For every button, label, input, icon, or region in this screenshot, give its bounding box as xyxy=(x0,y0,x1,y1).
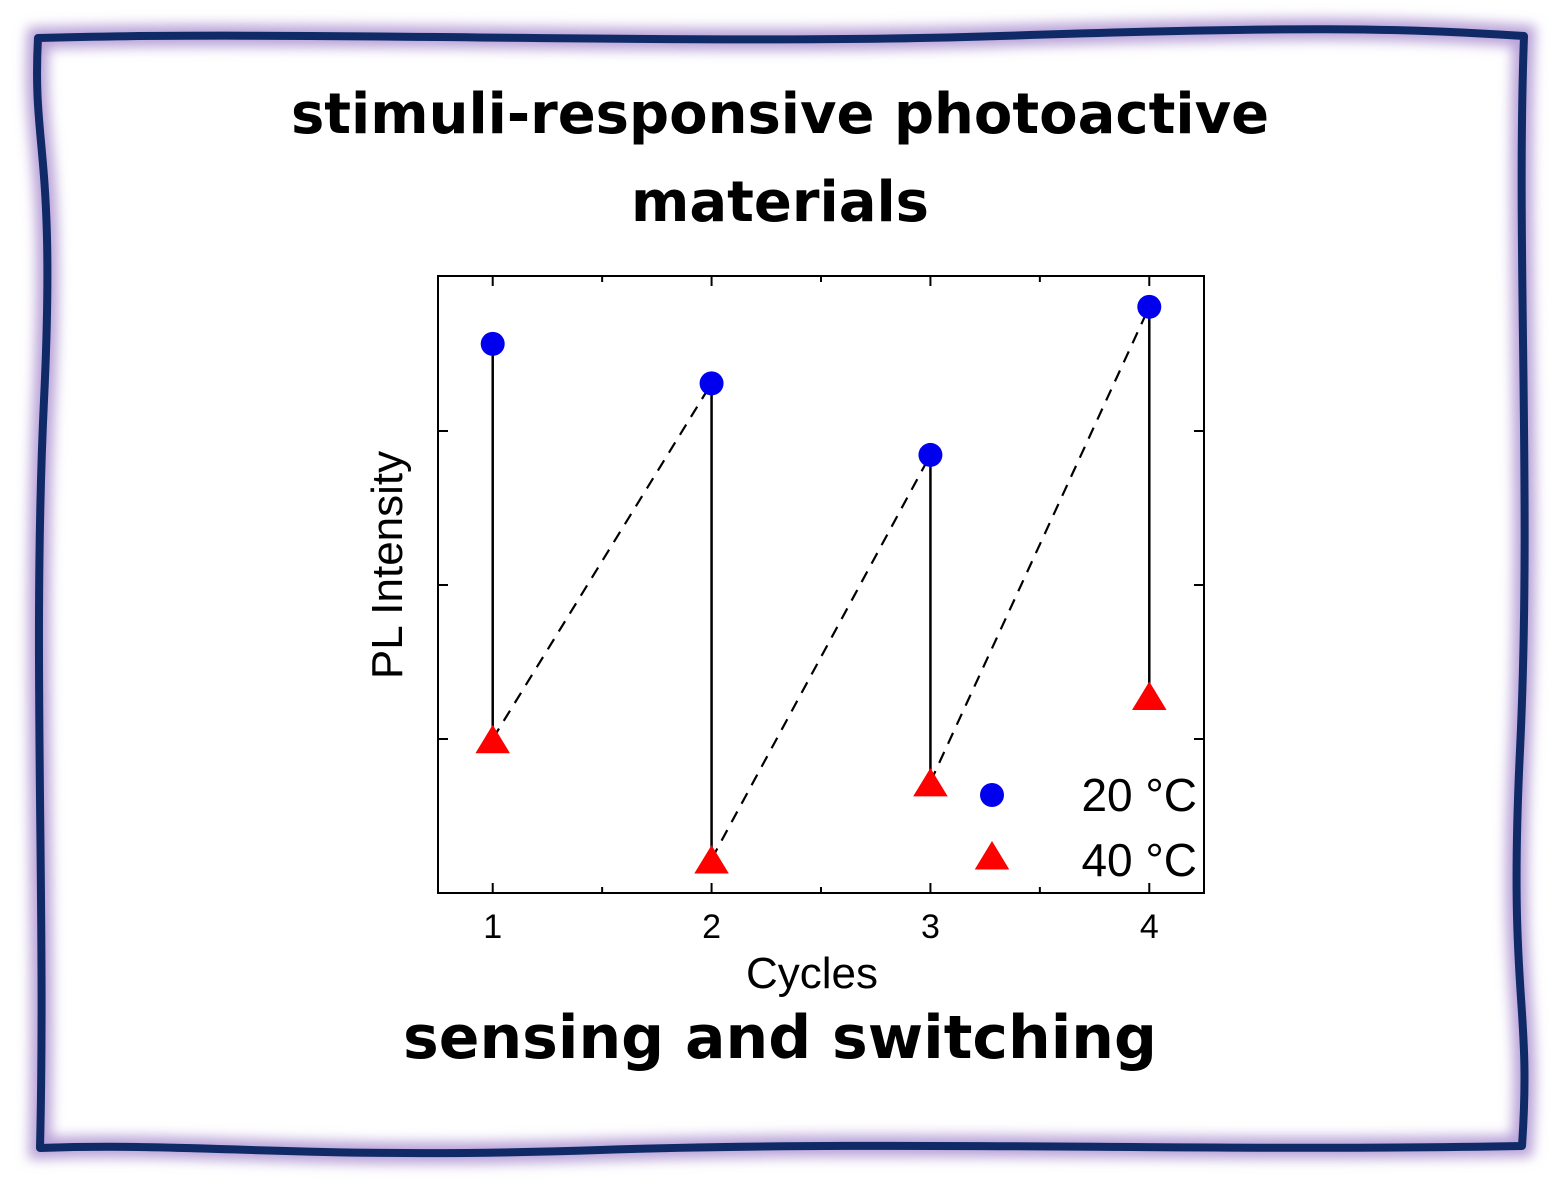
point-40c xyxy=(913,767,948,797)
point-40c xyxy=(1132,681,1167,711)
legend-label-40c: 40 °C xyxy=(1081,834,1197,886)
legend-label-20c: 20 °C xyxy=(1081,769,1197,821)
legend-marker-40c xyxy=(974,841,1010,870)
title-line-1: stimuli-responsive photoactive xyxy=(290,82,1270,147)
legend-marker-20c xyxy=(980,783,1004,807)
recovery-line xyxy=(491,382,713,740)
x-tick-label: 3 xyxy=(921,908,940,946)
caption: sensing and switching xyxy=(403,1003,1157,1073)
point-20c xyxy=(480,331,505,356)
x-tick-label: 4 xyxy=(1140,908,1159,946)
x-axis-label: Cycles xyxy=(746,949,878,998)
recovery-line xyxy=(710,454,932,860)
point-40c xyxy=(694,845,729,874)
x-tick-label: 1 xyxy=(483,908,502,946)
point-40c xyxy=(475,724,510,754)
point-20c xyxy=(918,442,943,467)
point-20c xyxy=(1137,294,1162,319)
x-tick-label: 2 xyxy=(702,908,721,946)
frame-border xyxy=(33,25,1529,1158)
y-axis-label: PL Intensity xyxy=(363,451,412,679)
title-line-2: materials xyxy=(630,170,930,235)
point-20c xyxy=(699,371,724,396)
recovery-line xyxy=(929,306,1151,783)
